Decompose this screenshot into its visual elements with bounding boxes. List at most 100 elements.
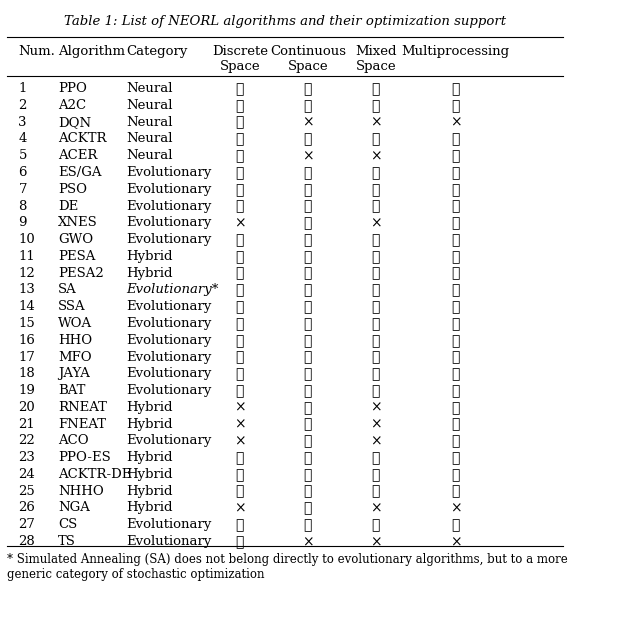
- Text: 8: 8: [19, 200, 27, 213]
- Text: ✔: ✔: [236, 82, 244, 96]
- Text: ×: ×: [449, 115, 461, 130]
- Text: ✔: ✔: [236, 266, 244, 281]
- Text: 2: 2: [19, 99, 27, 112]
- Text: Continuous
Space: Continuous Space: [270, 45, 346, 73]
- Text: ✔: ✔: [451, 401, 460, 415]
- Text: ✔: ✔: [451, 451, 460, 465]
- Text: 15: 15: [19, 317, 35, 330]
- Text: ✔: ✔: [303, 401, 312, 415]
- Text: * Simulated Annealing (SA) does not belong directly to evolutionary algorithms, : * Simulated Annealing (SA) does not belo…: [7, 553, 568, 582]
- Text: ✔: ✔: [451, 132, 460, 147]
- Text: ✔: ✔: [236, 351, 244, 364]
- Text: ✔: ✔: [451, 166, 460, 180]
- Text: NGA: NGA: [58, 502, 90, 514]
- Text: ✔: ✔: [303, 266, 312, 281]
- Text: PPO-ES: PPO-ES: [58, 451, 111, 464]
- Text: ACER: ACER: [58, 149, 97, 162]
- Text: Neural: Neural: [126, 115, 173, 129]
- Text: Evolutionary: Evolutionary: [126, 384, 212, 397]
- Text: ✔: ✔: [236, 200, 244, 213]
- Text: Evolutionary: Evolutionary: [126, 535, 212, 548]
- Text: ✔: ✔: [236, 132, 244, 147]
- Text: ×: ×: [302, 149, 314, 163]
- Text: ✔: ✔: [451, 82, 460, 96]
- Text: ×: ×: [370, 401, 381, 415]
- Text: Evolutionary: Evolutionary: [126, 183, 212, 196]
- Text: ×: ×: [370, 149, 381, 163]
- Text: ✔: ✔: [236, 149, 244, 163]
- Text: Evolutionary: Evolutionary: [126, 166, 212, 179]
- Text: ✔: ✔: [372, 283, 380, 298]
- Text: Neural: Neural: [126, 132, 173, 145]
- Text: ✔: ✔: [372, 82, 380, 96]
- Text: ×: ×: [370, 417, 381, 432]
- Text: 20: 20: [19, 401, 35, 414]
- Text: ✔: ✔: [236, 535, 244, 549]
- Text: ✔: ✔: [451, 434, 460, 449]
- Text: ✔: ✔: [236, 368, 244, 381]
- Text: Evolutionary: Evolutionary: [126, 300, 212, 313]
- Text: SA: SA: [58, 283, 77, 296]
- Text: Table 1: List of NEORL algorithms and their optimization support: Table 1: List of NEORL algorithms and th…: [64, 15, 506, 28]
- Text: ✔: ✔: [303, 217, 312, 230]
- Text: ✔: ✔: [451, 334, 460, 348]
- Text: ✔: ✔: [372, 250, 380, 264]
- Text: ✔: ✔: [451, 266, 460, 281]
- Text: ✔: ✔: [451, 300, 460, 314]
- Text: PESA2: PESA2: [58, 266, 104, 280]
- Text: ×: ×: [234, 502, 246, 515]
- Text: ✔: ✔: [372, 266, 380, 281]
- Text: DE: DE: [58, 200, 78, 213]
- Text: Evolutionary: Evolutionary: [126, 200, 212, 213]
- Text: Hybrid: Hybrid: [126, 468, 173, 481]
- Text: 1: 1: [19, 82, 27, 95]
- Text: ×: ×: [234, 401, 246, 415]
- Text: 28: 28: [19, 535, 35, 548]
- Text: ✔: ✔: [236, 468, 244, 482]
- Text: ✔: ✔: [236, 283, 244, 298]
- Text: Hybrid: Hybrid: [126, 502, 173, 514]
- Text: ✔: ✔: [372, 183, 380, 197]
- Text: ×: ×: [370, 502, 381, 515]
- Text: Algorithm: Algorithm: [58, 45, 125, 58]
- Text: ✔: ✔: [236, 250, 244, 264]
- Text: Mixed
Space: Mixed Space: [355, 45, 397, 73]
- Text: HHO: HHO: [58, 334, 92, 347]
- Text: Category: Category: [126, 45, 188, 58]
- Text: 7: 7: [19, 183, 27, 196]
- Text: Neural: Neural: [126, 99, 173, 112]
- Text: 24: 24: [19, 468, 35, 481]
- Text: Evolutionary: Evolutionary: [126, 368, 212, 380]
- Text: ×: ×: [449, 502, 461, 515]
- Text: ×: ×: [370, 217, 381, 230]
- Text: ✔: ✔: [236, 384, 244, 398]
- Text: Evolutionary*: Evolutionary*: [126, 283, 219, 296]
- Text: PSO: PSO: [58, 183, 87, 196]
- Text: ✔: ✔: [372, 485, 380, 499]
- Text: ✔: ✔: [303, 485, 312, 499]
- Text: ✔: ✔: [451, 99, 460, 113]
- Text: Evolutionary: Evolutionary: [126, 317, 212, 330]
- Text: ✔: ✔: [303, 384, 312, 398]
- Text: 10: 10: [19, 233, 35, 246]
- Text: ✔: ✔: [303, 283, 312, 298]
- Text: Hybrid: Hybrid: [126, 250, 173, 263]
- Text: 18: 18: [19, 368, 35, 380]
- Text: ×: ×: [302, 115, 314, 130]
- Text: ✔: ✔: [372, 166, 380, 180]
- Text: ✔: ✔: [303, 233, 312, 247]
- Text: ✔: ✔: [372, 99, 380, 113]
- Text: 23: 23: [19, 451, 35, 464]
- Text: RNEAT: RNEAT: [58, 401, 107, 414]
- Text: ✔: ✔: [236, 115, 244, 130]
- Text: Hybrid: Hybrid: [126, 451, 173, 464]
- Text: 19: 19: [19, 384, 35, 397]
- Text: ✔: ✔: [303, 434, 312, 449]
- Text: 4: 4: [19, 132, 27, 145]
- Text: Discrete
Space: Discrete Space: [212, 45, 268, 73]
- Text: 12: 12: [19, 266, 35, 280]
- Text: ACO: ACO: [58, 434, 89, 447]
- Text: Hybrid: Hybrid: [126, 401, 173, 414]
- Text: 6: 6: [19, 166, 27, 179]
- Text: ✔: ✔: [303, 183, 312, 197]
